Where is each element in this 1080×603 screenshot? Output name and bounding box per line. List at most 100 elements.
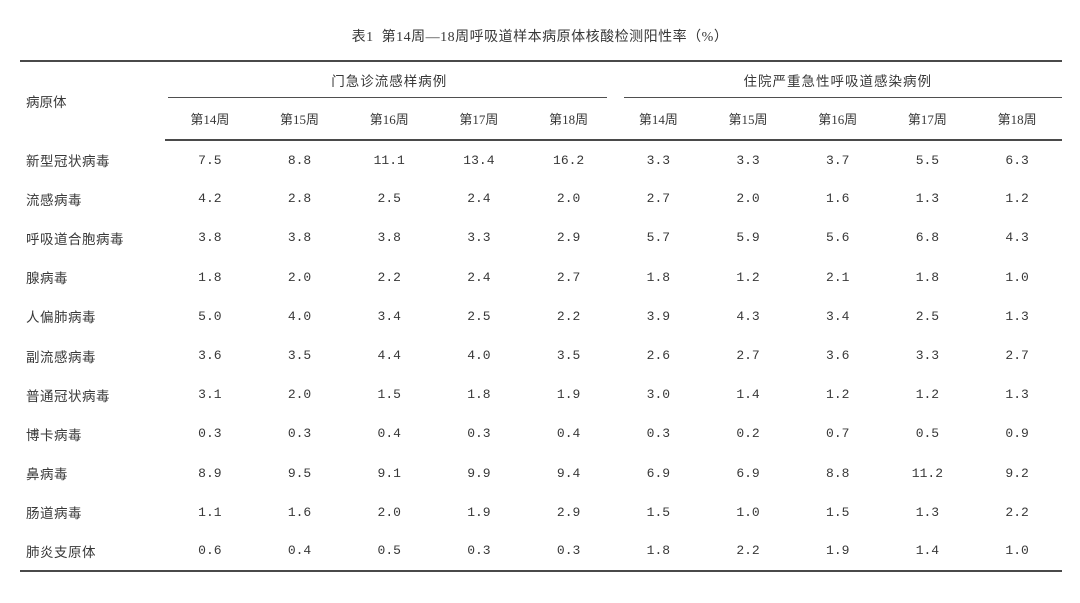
- table-row: 呼吸道合胞病毒 3.8 3.8 3.8 3.3 2.9 5.7 5.9 5.6 …: [20, 218, 1062, 257]
- week-header-sari-15: 第15周: [703, 98, 793, 141]
- week-header-sari-14: 第14周: [613, 98, 704, 141]
- table-cell: 0.5: [915, 426, 940, 442]
- table-cell: 9.4: [556, 465, 581, 481]
- table-cell: 2.0: [736, 191, 760, 207]
- table-cell: 5.5: [915, 152, 940, 168]
- table-cell: 2.2: [1005, 504, 1029, 520]
- table-cell: 4.4: [377, 348, 401, 364]
- table-row: 鼻病毒 8.9 9.5 9.1 9.9 9.4 6.9 6.9 8.8 11.2…: [20, 454, 1062, 493]
- table-cell: 3.1: [198, 387, 222, 403]
- group-header-row: 病原体 门急诊流感样病例 住院严重急性呼吸道感染病例: [20, 61, 1063, 110]
- table-cell: 0.5: [344, 531, 435, 573]
- week-header-sari-16: 第16周: [792, 98, 883, 141]
- table-row: 流感病毒 4.2 2.8 2.5 2.4 2.0 2.7 2.0 1.6 1.3…: [20, 179, 1062, 218]
- table-cell: 2.4: [467, 269, 491, 285]
- pathogen-name: 副流感病毒: [26, 349, 96, 365]
- group-header-hospitalized-sari: 住院严重急性呼吸道感染病例: [614, 61, 1063, 98]
- table-cell: 0.3: [523, 531, 614, 573]
- table-cell: 3.7: [826, 152, 850, 168]
- table-cell: 3.3: [646, 152, 671, 168]
- table-cell: 1.8: [467, 387, 491, 403]
- table-row: 肺炎支原体 0.6 0.4 0.5 0.3 0.3 1.8 2.2 1.9 1.…: [20, 531, 1062, 573]
- table-cell: 2.0: [287, 269, 312, 285]
- table-cell: 6.9: [736, 465, 760, 481]
- pathogen-name: 肠道病毒: [26, 506, 82, 522]
- week-header-ili-15: 第15周: [254, 98, 345, 141]
- table-cell: 3.3: [915, 348, 940, 364]
- table-cell: 5.9: [736, 230, 760, 246]
- table-cell: 2.6: [646, 348, 671, 364]
- table-cell: 6.3: [1005, 152, 1029, 168]
- table-cell: 2.8: [287, 191, 312, 207]
- table-cell: 1.2: [1005, 191, 1029, 207]
- table-cell: 1.9: [467, 504, 491, 520]
- table-cell: 2.9: [556, 504, 581, 520]
- week-header-ili-18: 第18周: [523, 98, 614, 141]
- table-cell: 2.7: [556, 269, 581, 285]
- table-cell: 6.8: [915, 230, 940, 246]
- pathogen-name: 腺病毒: [26, 271, 68, 287]
- group-header-hospitalized-sari-label: 住院严重急性呼吸道感染病例: [743, 74, 932, 89]
- pathogen-name: 肺炎支原体: [20, 531, 165, 573]
- table-cell: 11.1: [373, 152, 405, 168]
- group-header-outpatient-ili-label: 门急诊流感样病例: [331, 74, 448, 89]
- group-header-outpatient-ili: 门急诊流感样病例: [165, 61, 614, 98]
- week-header-sari-18: 第18周: [972, 98, 1062, 141]
- pathogen-name: 普通冠状病毒: [26, 388, 110, 404]
- table-cell: 8.8: [826, 465, 850, 481]
- table-cell: 3.8: [287, 230, 312, 246]
- table-cell: 1.8: [198, 269, 222, 285]
- table-cell: 1.8: [915, 269, 940, 285]
- table-cell: 3.9: [646, 308, 671, 324]
- table-cell: 0.3: [287, 426, 312, 442]
- table-cell: 3.8: [198, 230, 222, 246]
- pathogen-name: 人偏肺病毒: [26, 310, 96, 326]
- pathogen-name: 博卡病毒: [26, 427, 82, 443]
- week-header-ili-16: 第16周: [344, 98, 435, 141]
- table-cell: 1.6: [826, 191, 850, 207]
- table-cell: 8.9: [198, 465, 222, 481]
- table-cell: 2.0: [377, 504, 401, 520]
- table-cell: 7.5: [198, 152, 222, 168]
- table-cell: 1.8: [613, 531, 704, 573]
- table-cell: 1.2: [736, 269, 760, 285]
- table-cell: 2.5: [377, 191, 401, 207]
- table-cell: 3.3: [736, 152, 760, 168]
- table-cell: 3.6: [198, 348, 222, 364]
- table-row: 人偏肺病毒 5.0 4.0 3.4 2.5 2.2 3.9 4.3 3.4 2.…: [20, 297, 1062, 336]
- table-cell: 5.7: [646, 230, 671, 246]
- table-cell: 2.0: [287, 387, 312, 403]
- table-cell: 2.7: [736, 348, 760, 364]
- table-cell: 9.9: [467, 465, 491, 481]
- table-cell: 9.5: [287, 465, 312, 481]
- table-row: 副流感病毒 3.6 3.5 4.4 4.0 3.5 2.6 2.7 3.6 3.…: [20, 336, 1062, 375]
- table-cell: 3.4: [826, 308, 850, 324]
- column-header-pathogen: 病原体: [26, 95, 67, 110]
- table-cell: 0.4: [556, 426, 581, 442]
- table-row: 普通冠状病毒 3.1 2.0 1.5 1.8 1.9 3.0 1.4 1.2 1…: [20, 375, 1062, 414]
- table-cell: 4.0: [467, 348, 491, 364]
- table-cell: 1.0: [972, 531, 1062, 573]
- table-cell: 8.8: [287, 152, 312, 168]
- table-cell: 0.7: [826, 426, 850, 442]
- table-cell: 1.8: [646, 269, 671, 285]
- table-cell: 3.0: [646, 387, 671, 403]
- week-header-ili-14: 第14周: [165, 98, 255, 141]
- table-cell: 1.3: [1005, 387, 1029, 403]
- table-title: 表1 第14周—18周呼吸道样本病原体核酸检测阳性率（%）: [351, 30, 729, 45]
- table-cell: 6.9: [646, 465, 671, 481]
- table-cell: 0.3: [198, 426, 222, 442]
- table-cell: 0.6: [165, 531, 255, 573]
- table-cell: 2.2: [703, 531, 793, 573]
- table-header: 病原体 门急诊流感样病例 住院严重急性呼吸道感染病例 第14周 第15周 第16…: [20, 61, 1063, 141]
- table-cell: 11.2: [911, 465, 944, 481]
- table-cell: 2.5: [467, 308, 491, 324]
- table-cell: 1.5: [826, 504, 850, 520]
- pathogen-name: 流感病毒: [26, 192, 82, 208]
- table-cell: 5.0: [198, 308, 222, 324]
- table-cell: 0.3: [467, 426, 491, 442]
- table-cell: 2.0: [556, 191, 581, 207]
- table-cell: 3.6: [826, 348, 850, 364]
- table-cell: 1.3: [915, 504, 940, 520]
- table-cell: 9.2: [1005, 465, 1029, 481]
